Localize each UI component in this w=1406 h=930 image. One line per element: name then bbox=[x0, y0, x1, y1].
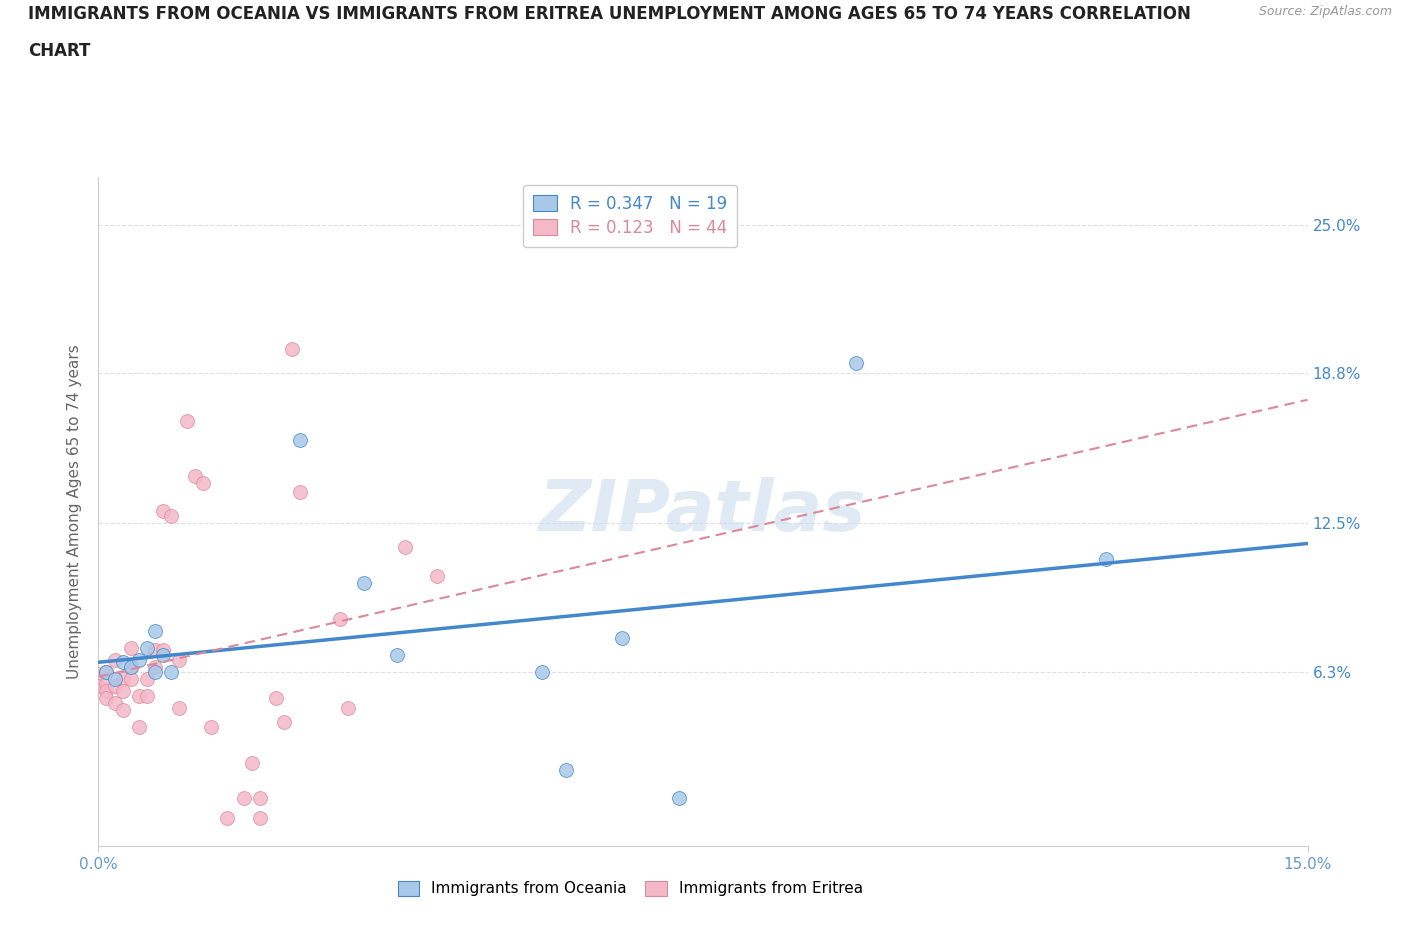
Point bbox=[128, 652, 150, 667]
Point bbox=[128, 688, 150, 703]
Point bbox=[120, 659, 142, 674]
Point bbox=[87, 679, 110, 694]
Point bbox=[96, 664, 118, 679]
Point bbox=[193, 475, 215, 490]
Point bbox=[353, 576, 375, 591]
Text: CHART: CHART bbox=[28, 42, 90, 60]
Point bbox=[160, 664, 183, 679]
Point bbox=[288, 432, 311, 447]
Point bbox=[96, 684, 118, 698]
Legend: Immigrants from Oceania, Immigrants from Eritrea: Immigrants from Oceania, Immigrants from… bbox=[388, 871, 872, 906]
Point bbox=[329, 612, 352, 627]
Point bbox=[426, 568, 449, 583]
Point bbox=[120, 641, 142, 656]
Point bbox=[96, 676, 118, 691]
Point bbox=[143, 643, 166, 658]
Point bbox=[160, 509, 183, 524]
Point bbox=[152, 647, 174, 662]
Point bbox=[152, 504, 174, 519]
Point bbox=[167, 652, 190, 667]
Point bbox=[264, 691, 287, 706]
Point bbox=[612, 631, 634, 645]
Y-axis label: Unemployment Among Ages 65 to 74 years: Unemployment Among Ages 65 to 74 years bbox=[67, 344, 83, 679]
Point bbox=[176, 413, 198, 428]
Text: IMMIGRANTS FROM OCEANIA VS IMMIGRANTS FROM ERITREA UNEMPLOYMENT AMONG AGES 65 TO: IMMIGRANTS FROM OCEANIA VS IMMIGRANTS FR… bbox=[28, 5, 1191, 22]
Point bbox=[111, 702, 134, 717]
Point bbox=[135, 688, 157, 703]
Point bbox=[555, 763, 578, 777]
Point bbox=[337, 700, 360, 715]
Point bbox=[1095, 551, 1118, 566]
Point bbox=[152, 643, 174, 658]
Point bbox=[200, 719, 222, 734]
Point bbox=[845, 356, 868, 371]
Text: Source: ZipAtlas.com: Source: ZipAtlas.com bbox=[1258, 5, 1392, 18]
Point bbox=[120, 659, 142, 674]
Point bbox=[96, 664, 118, 679]
Point bbox=[167, 700, 190, 715]
Point bbox=[217, 810, 239, 825]
Point bbox=[385, 647, 408, 662]
Point bbox=[111, 671, 134, 686]
Point bbox=[87, 667, 110, 682]
Point bbox=[103, 671, 125, 686]
Point bbox=[232, 791, 254, 806]
Point bbox=[128, 719, 150, 734]
Point bbox=[96, 691, 118, 706]
Text: ZIPatlas: ZIPatlas bbox=[540, 477, 866, 546]
Point bbox=[394, 540, 416, 555]
Point bbox=[103, 679, 125, 694]
Point bbox=[135, 671, 157, 686]
Point bbox=[103, 696, 125, 711]
Point bbox=[273, 714, 295, 729]
Point bbox=[111, 655, 134, 670]
Point bbox=[135, 641, 157, 656]
Point bbox=[96, 664, 118, 679]
Point bbox=[281, 341, 304, 356]
Point bbox=[103, 652, 125, 667]
Point bbox=[668, 791, 690, 806]
Point bbox=[288, 485, 311, 499]
Point bbox=[111, 684, 134, 698]
Point bbox=[120, 671, 142, 686]
Point bbox=[184, 468, 207, 483]
Point bbox=[143, 624, 166, 639]
Point bbox=[530, 664, 553, 679]
Point bbox=[240, 755, 263, 770]
Point bbox=[143, 659, 166, 674]
Point bbox=[249, 791, 271, 806]
Point bbox=[143, 664, 166, 679]
Point bbox=[249, 810, 271, 825]
